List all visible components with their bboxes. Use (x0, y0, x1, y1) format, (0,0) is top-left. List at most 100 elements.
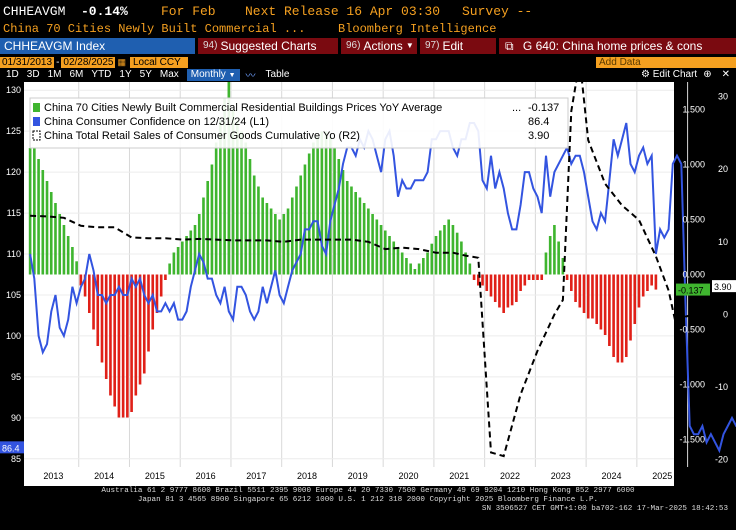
calendar-icon[interactable]: ▦ (117, 56, 126, 67)
mid-axis-tick: 1.500 (682, 105, 705, 115)
provider-text: Bloomberg Intelligence (338, 22, 497, 36)
price-bar (231, 109, 235, 275)
left-axis-tick: 90 (11, 413, 21, 423)
legend-box (29, 97, 569, 149)
price-bar (443, 225, 446, 275)
price-bar (117, 274, 121, 418)
period-5y[interactable]: 5Y (139, 69, 152, 80)
price-bar (616, 274, 620, 363)
price-bar (147, 274, 150, 352)
price-bar (155, 274, 159, 313)
price-bar (548, 236, 552, 275)
period-6m[interactable]: 6M (69, 69, 84, 80)
description-text: China 70 Cities Newly Built Commercial .… (3, 22, 306, 36)
settings-icon[interactable]: ✕ (721, 69, 730, 80)
price-bar (375, 219, 379, 275)
chevron-down-icon: ▼ (405, 41, 414, 50)
price-bar (489, 274, 493, 297)
x-axis-tick: 2022 (500, 471, 520, 481)
price-bar (654, 274, 658, 290)
price-bar (197, 214, 201, 275)
price-bar (45, 181, 49, 275)
price-bar (624, 274, 628, 357)
edit-button[interactable]: 97) Edit (420, 38, 496, 54)
change-value: -0.14% (81, 3, 128, 19)
price-bar (362, 203, 366, 275)
price-bar (159, 274, 163, 297)
legend-prices-value: -0.137 (528, 102, 559, 114)
zoom-icon[interactable]: ⊕ (703, 69, 712, 80)
suggested-charts-button[interactable]: 94) Suggested Charts (198, 38, 338, 54)
price-bar (345, 181, 349, 275)
ticker-label: CHHEAVGM (3, 3, 66, 19)
price-bar (574, 274, 577, 302)
legend-retail-value: 3.90 (528, 130, 549, 142)
period-ytd[interactable]: YTD (91, 69, 112, 80)
price-bar (426, 252, 429, 275)
price-bar (527, 274, 531, 280)
next-release-label: Next Release 16 Apr 03:30 (245, 3, 441, 19)
security-field[interactable]: CHHEAVGM Index (0, 38, 195, 54)
price-bar (168, 263, 171, 275)
price-bar (523, 274, 527, 286)
legend-swatch-prices (33, 103, 40, 112)
description-bar: China 70 Cities Newly Built Commercial .… (0, 22, 736, 36)
price-bar (451, 225, 455, 275)
period-bar: 1D 3D 1M 6M YTD 1Y 5Y Max Monthly ▼ 〰 Ta… (0, 68, 736, 81)
price-bar (71, 247, 74, 275)
toolbar: CHHEAVGM Index 94) Suggested Charts 96) … (0, 37, 736, 55)
price-bar (214, 142, 218, 275)
price-bar (620, 274, 624, 363)
chart-title-bar[interactable]: ⧉ G 640: China home prices & cons (499, 38, 736, 54)
edit-chart-button[interactable]: ⚙ Edit Chart (641, 69, 697, 80)
x-axis-tick: 2025 (652, 471, 672, 481)
currency-select[interactable]: Local CCY (129, 56, 188, 68)
left-last-value: 86.4 (2, 443, 20, 453)
price-bar (202, 197, 205, 275)
table-button[interactable]: Table (265, 69, 290, 80)
x-axis-tick: 2016 (196, 471, 216, 481)
price-bar (320, 131, 324, 275)
price-bar (586, 274, 590, 319)
legend: China 70 Cities Newly Built Commercial R… (29, 97, 569, 149)
price-bar (181, 241, 184, 275)
chart: 859095100105110115120125130-1.500-1.000-… (0, 82, 736, 486)
price-bar (553, 225, 556, 275)
price-bar (540, 274, 544, 280)
mid-axis-tick: -0.500 (679, 325, 705, 335)
price-bar (299, 175, 303, 275)
price-bar (164, 274, 167, 280)
period-3d[interactable]: 3D (26, 69, 40, 80)
price-bar (603, 274, 607, 335)
add-data-input[interactable]: Add Data (596, 56, 736, 68)
left-axis-tick: 105 (6, 290, 21, 300)
right-last-value-tag (712, 280, 736, 293)
price-bar (354, 192, 357, 275)
gear-icon: ⚙ (641, 69, 650, 80)
price-bar (337, 159, 341, 275)
price-bar (578, 274, 582, 308)
left-axis-tick: 115 (7, 208, 21, 218)
price-bar (307, 153, 311, 275)
price-bar (510, 274, 514, 306)
price-bar (278, 219, 281, 275)
period-1y[interactable]: 1Y (119, 69, 132, 80)
period-1d[interactable]: 1D (6, 69, 19, 80)
price-bar (595, 274, 599, 324)
price-bar (422, 258, 425, 275)
price-bar (396, 247, 400, 275)
price-bar (650, 274, 653, 286)
price-bar (502, 274, 505, 313)
frequency-select[interactable]: Monthly ▼ (186, 68, 240, 81)
actions-button[interactable]: 96) Actions ▼ (341, 38, 417, 54)
period-1m[interactable]: 1M (47, 69, 62, 80)
line-chart-icon[interactable]: 〰 (245, 71, 256, 81)
end-date-input[interactable]: 02/28/2025 (61, 56, 116, 68)
period-max[interactable]: Max (159, 69, 179, 80)
price-bar (591, 274, 594, 319)
x-axis-tick: 2019 (348, 471, 368, 481)
legend-retail-label: China Total Retail Sales of Consumer Goo… (44, 130, 360, 142)
start-date-input[interactable]: 01/31/2013 (0, 56, 55, 68)
mid-axis-tick: -1.000 (679, 380, 705, 390)
price-bar (295, 186, 298, 275)
